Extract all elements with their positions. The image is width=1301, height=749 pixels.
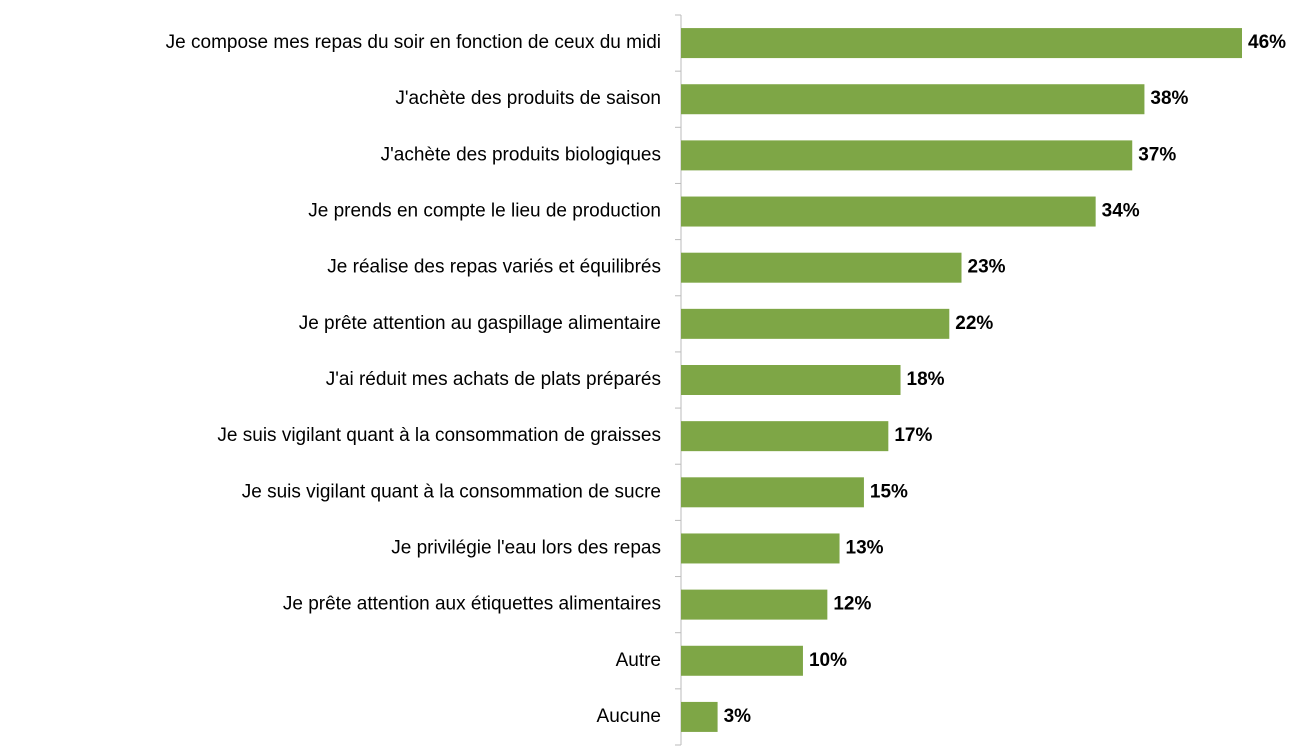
bar bbox=[681, 196, 1096, 227]
category-label: J'ai réduit mes achats de plats préparés bbox=[326, 369, 661, 390]
value-label: 46% bbox=[1248, 32, 1286, 53]
value-label: 17% bbox=[894, 425, 932, 446]
category-label: Je prends en compte le lieu de productio… bbox=[308, 201, 661, 222]
value-label: 13% bbox=[846, 537, 884, 558]
value-label: 10% bbox=[809, 650, 847, 671]
bar bbox=[681, 645, 803, 676]
category-label: Je compose mes repas du soir en fonction… bbox=[166, 32, 661, 53]
value-label: 22% bbox=[955, 313, 993, 334]
value-label: 12% bbox=[833, 594, 871, 615]
bar bbox=[681, 252, 962, 283]
value-label: 18% bbox=[907, 369, 945, 390]
bar bbox=[681, 477, 864, 508]
bar bbox=[681, 589, 828, 620]
category-label: Je suis vigilant quant à la consommation… bbox=[217, 425, 661, 446]
bar bbox=[681, 533, 840, 564]
category-label: J'achète des produits biologiques bbox=[381, 144, 661, 165]
category-label: Je privilégie l'eau lors des repas bbox=[391, 537, 661, 558]
bar bbox=[681, 84, 1145, 115]
bar bbox=[681, 365, 901, 395]
bar bbox=[681, 308, 950, 339]
category-label: Je réalise des repas variés et équilibré… bbox=[327, 257, 661, 278]
bar bbox=[681, 701, 718, 732]
value-label: 15% bbox=[870, 481, 908, 502]
bar bbox=[681, 140, 1133, 171]
value-label: 38% bbox=[1150, 88, 1188, 109]
category-label: Autre bbox=[616, 650, 661, 671]
value-label: 37% bbox=[1138, 144, 1176, 165]
value-label: 3% bbox=[724, 706, 752, 727]
bar bbox=[681, 28, 1242, 59]
category-label: Je suis vigilant quant à la consommation… bbox=[242, 481, 661, 502]
category-label: J'achète des produits de saison bbox=[395, 88, 661, 109]
category-label: Je prête attention aux étiquettes alimen… bbox=[283, 594, 661, 615]
value-label: 34% bbox=[1102, 201, 1140, 222]
bar bbox=[681, 421, 889, 452]
category-label: Aucune bbox=[597, 706, 661, 727]
value-label: 23% bbox=[968, 257, 1006, 278]
category-label: Je prête attention au gaspillage aliment… bbox=[299, 313, 661, 334]
